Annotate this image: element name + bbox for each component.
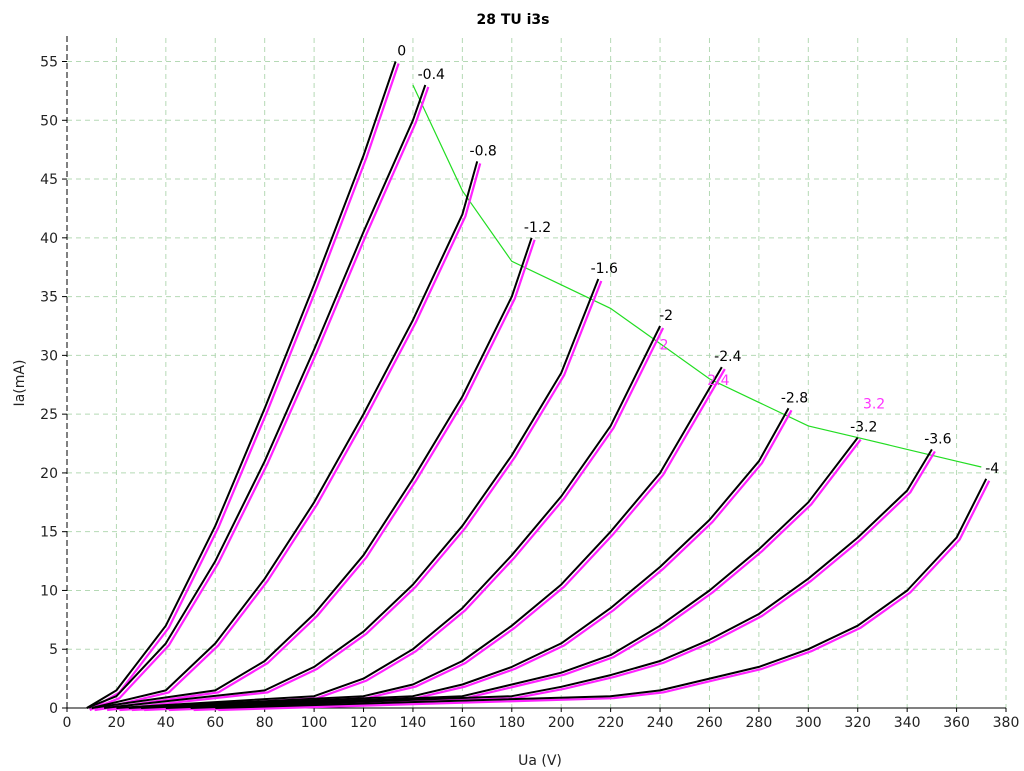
x-tick-label: 380 [993,715,1020,731]
model-curves-layer [89,63,991,712]
x-tick-label: 20 [108,715,126,731]
curve-label: -1.6 [591,261,618,277]
curve-label: 0 [397,44,406,60]
model-curve [218,480,991,712]
x-tick-label: 340 [894,715,921,731]
curve-label: -0.4 [418,67,445,83]
x-tick-label: 120 [350,715,377,731]
measured-curve [116,325,661,709]
y-tick-label: 0 [49,701,58,717]
measured-curve [91,161,479,709]
curve-label: -3.2 [850,420,877,436]
model-label: 2.4 [707,373,729,389]
y-tick-label: 5 [49,642,58,658]
curve-label: -2.4 [714,349,741,365]
curve-label: -4 [985,461,999,477]
model-curve [168,438,862,712]
x-tick-label: 160 [449,715,476,731]
x-tick-label: 140 [400,715,427,731]
x-tick-label: 0 [63,715,72,731]
y-tick-label: 55 [40,55,58,71]
x-tick-label: 320 [844,715,871,731]
y-tick-label: 50 [40,113,58,129]
measured-curve [128,366,723,709]
curve-label: -0.8 [470,143,497,159]
measured-curve [190,448,933,709]
x-tick-label: 360 [943,715,970,731]
x-tick-label: 100 [301,715,328,731]
x-tick-label: 60 [206,715,224,731]
model-curve [131,368,726,712]
y-tick-label: 10 [40,583,58,599]
measured-curve [165,436,859,709]
x-tick-label: 300 [795,715,822,731]
model-curve [94,239,536,712]
x-tick-label: 180 [498,715,525,731]
measured-curve [103,278,600,709]
x-tick-label: 80 [256,715,274,731]
x-tick-label: 200 [548,715,575,731]
measured-curve [215,478,988,709]
y-tick-label: 20 [40,466,58,482]
y-tick-label: 30 [40,348,58,364]
y-tick-label: 35 [40,290,58,306]
y-tick-label: 45 [40,172,58,188]
x-tick-label: 220 [597,715,624,731]
model-curve [144,409,793,712]
model-curve [89,86,430,712]
x-tick-label: 40 [157,715,175,731]
grid [67,38,1007,708]
model-curve [193,450,936,712]
x-axis-label: Ua (V) [518,753,562,769]
dissipation-curve-layer [412,84,982,468]
model-curve [119,327,665,712]
chart-title: 28 TU i3s [476,12,549,28]
curve-label: -2 [659,308,673,324]
model-label: 2 [660,337,669,353]
model-label: 3.2 [863,396,885,412]
axes: 0 20 40 60 80 100 120 140 160 180 200 220 240 260 280 3… [40,36,1019,731]
x-tick-label: 240 [647,715,674,731]
dissipation-curve [412,84,982,468]
curve-label: -1.2 [524,220,551,236]
curve-label: -3.6 [924,431,951,447]
y-tick-label: 40 [40,231,58,247]
y-axis-label: Ia(mA) [12,360,28,407]
measured-curves-layer [86,61,988,709]
curve-label: -2.8 [781,390,808,406]
y-tick-label: 15 [40,525,58,541]
curve-labels-layer: 0 -0.4 -0.8 -1.2 -1.6 -2 -2.4 -2.8 -3.2 -3.6 -4 2 2.… [397,44,999,477]
x-tick-label: 260 [696,715,723,731]
measured-curve [86,61,397,709]
model-curve [94,163,482,712]
measured-curve [91,237,533,709]
model-curve [106,280,603,712]
y-tick-label: 25 [40,407,58,423]
x-tick-label: 280 [746,715,773,731]
measured-curve [141,407,790,709]
measured-curve [86,84,427,709]
model-curve [89,63,400,711]
